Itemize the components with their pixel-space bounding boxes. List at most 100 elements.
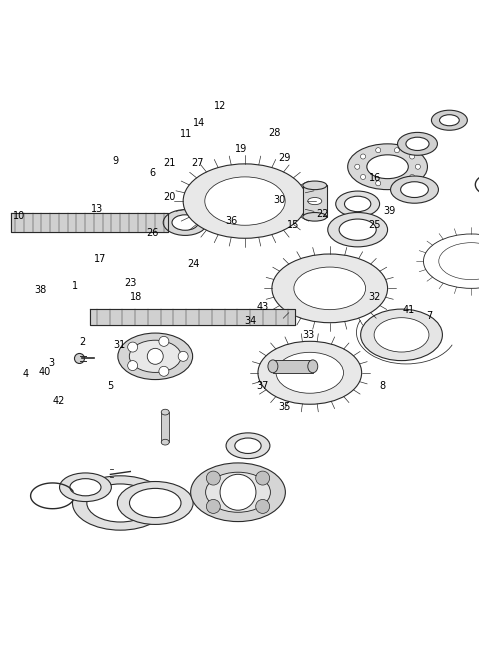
Ellipse shape: [294, 267, 366, 310]
Ellipse shape: [70, 478, 101, 496]
Circle shape: [395, 181, 399, 186]
Text: 20: 20: [163, 191, 175, 201]
Text: 4: 4: [23, 369, 29, 379]
Text: 31: 31: [113, 340, 125, 350]
Circle shape: [395, 148, 399, 153]
Text: 42: 42: [53, 395, 65, 405]
Text: 41: 41: [402, 304, 415, 314]
Ellipse shape: [72, 476, 168, 530]
Text: 12: 12: [214, 101, 226, 111]
Circle shape: [128, 361, 138, 371]
Ellipse shape: [439, 243, 480, 280]
Circle shape: [147, 349, 163, 365]
Text: 32: 32: [369, 292, 381, 302]
Ellipse shape: [60, 473, 111, 502]
Text: 22: 22: [316, 209, 329, 219]
Text: 15: 15: [288, 220, 300, 230]
Ellipse shape: [172, 215, 198, 230]
Ellipse shape: [276, 353, 344, 393]
Ellipse shape: [303, 181, 327, 189]
Circle shape: [220, 474, 256, 510]
Ellipse shape: [205, 472, 270, 512]
Ellipse shape: [258, 341, 361, 404]
Ellipse shape: [303, 213, 327, 221]
Text: 26: 26: [147, 228, 159, 238]
Ellipse shape: [130, 488, 181, 518]
Ellipse shape: [117, 482, 193, 524]
Ellipse shape: [360, 309, 443, 361]
Ellipse shape: [367, 155, 408, 179]
Ellipse shape: [406, 137, 429, 151]
Text: 8: 8: [380, 381, 386, 391]
Text: 9: 9: [112, 157, 119, 166]
Text: 37: 37: [257, 381, 269, 391]
Text: 30: 30: [273, 195, 286, 205]
Text: 3: 3: [48, 358, 54, 368]
Ellipse shape: [308, 360, 318, 373]
Circle shape: [355, 164, 360, 169]
Text: 25: 25: [369, 220, 381, 230]
Ellipse shape: [348, 144, 428, 189]
Text: 43: 43: [257, 302, 269, 312]
Text: 36: 36: [225, 215, 238, 225]
Text: 16: 16: [369, 173, 381, 183]
Ellipse shape: [118, 333, 192, 379]
Circle shape: [178, 351, 188, 361]
Ellipse shape: [161, 409, 169, 415]
Circle shape: [376, 181, 381, 186]
Text: 18: 18: [130, 292, 142, 302]
Ellipse shape: [345, 196, 371, 211]
Text: 11: 11: [180, 129, 192, 139]
Text: 7: 7: [426, 311, 432, 321]
Ellipse shape: [129, 341, 181, 373]
Text: 39: 39: [383, 206, 396, 216]
Ellipse shape: [163, 209, 207, 235]
Circle shape: [409, 154, 415, 159]
Text: 23: 23: [125, 278, 137, 288]
Circle shape: [409, 175, 415, 179]
Ellipse shape: [423, 234, 480, 288]
Ellipse shape: [87, 484, 154, 522]
Polygon shape: [11, 213, 168, 231]
Text: 24: 24: [187, 259, 199, 269]
Ellipse shape: [235, 438, 261, 454]
Text: 21: 21: [163, 158, 175, 168]
Ellipse shape: [74, 353, 84, 363]
Ellipse shape: [336, 191, 380, 217]
Ellipse shape: [191, 463, 286, 522]
Circle shape: [360, 154, 366, 159]
Ellipse shape: [339, 219, 376, 240]
Circle shape: [206, 500, 220, 513]
Text: 6: 6: [150, 168, 156, 178]
Ellipse shape: [397, 132, 437, 155]
Ellipse shape: [432, 110, 468, 130]
Circle shape: [128, 342, 138, 352]
Ellipse shape: [161, 440, 169, 445]
Bar: [161, 412, 169, 442]
Bar: [273, 360, 313, 373]
Polygon shape: [90, 309, 295, 324]
Text: 2: 2: [79, 337, 85, 347]
Bar: [303, 185, 327, 217]
Ellipse shape: [440, 114, 459, 126]
Circle shape: [206, 471, 220, 485]
Text: 34: 34: [244, 316, 257, 326]
Text: 38: 38: [34, 286, 46, 296]
Ellipse shape: [374, 318, 429, 352]
Text: 17: 17: [94, 254, 107, 264]
Circle shape: [415, 164, 420, 169]
Circle shape: [376, 148, 381, 153]
Circle shape: [256, 500, 270, 513]
Circle shape: [159, 367, 169, 376]
Ellipse shape: [391, 176, 438, 203]
Ellipse shape: [226, 433, 270, 459]
Ellipse shape: [183, 164, 307, 238]
Text: 29: 29: [278, 153, 290, 163]
Circle shape: [159, 337, 169, 347]
Text: 10: 10: [13, 211, 25, 221]
Ellipse shape: [205, 177, 285, 225]
Text: 33: 33: [302, 330, 314, 341]
Ellipse shape: [268, 360, 278, 373]
Text: 40: 40: [38, 367, 51, 377]
Ellipse shape: [308, 197, 322, 205]
